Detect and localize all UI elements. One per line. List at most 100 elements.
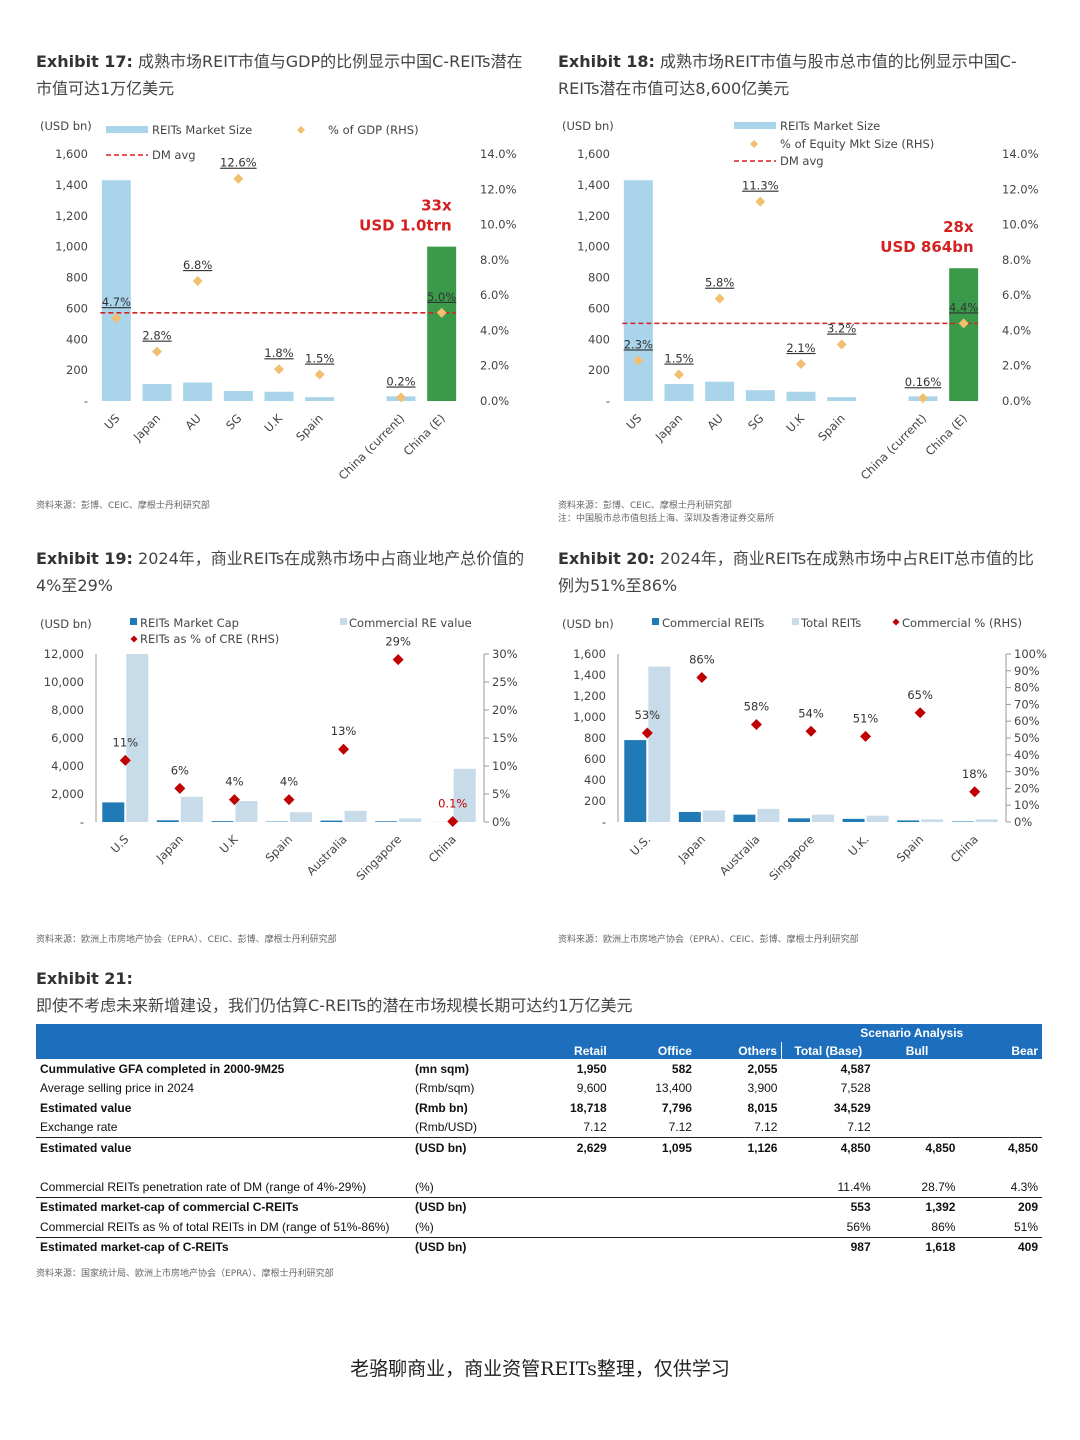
table-cell: Estimated value [40,1100,132,1115]
y-tick-label: 1,400 [577,178,610,192]
pct-data-label: 2.8% [142,329,171,343]
table-cell: 987 [781,1236,875,1257]
bar-series-1 [897,820,920,822]
pct-data-label: 12.6% [220,156,257,170]
table-row: Estimated value (Rmb bn) 18,718 7,796 8,015 3… [36,1098,1042,1118]
table-cell [523,1196,611,1217]
table-cell [695,1236,782,1257]
pct-marker [696,672,708,684]
exhibit-18-note: 注：中国股市总市值包括上海、深圳及香港证券交易所 [558,514,775,524]
x-tick-label: U.K [261,411,285,435]
table-cell: 1,618 [874,1236,960,1257]
y2-tick-label: 5% [492,787,510,801]
unit-label: (USD bn) [40,119,92,133]
exhibit-18-source: 资料来源：彭博、CEIC、摩根士丹利研究部 [558,501,732,511]
x-tick-label: Australia [304,832,350,878]
pct-data-label: 51% [853,711,879,725]
pct-data-label: 65% [907,688,933,702]
table-cell: 7,796 [661,1100,692,1115]
bar [264,391,294,401]
y-tick-label: 400 [588,332,610,346]
table-cell: 7.12 [754,1120,778,1135]
table-cell: 1,095 [610,1137,696,1158]
table-row: Exchange rate (Rmb/USD) 7.12 7.12 7.12 7.12 [36,1118,1042,1138]
y2-tick-label: 4.0% [480,323,509,337]
y-tick-label: 12,000 [44,647,84,661]
table-cell [611,1177,696,1197]
table-cell: Exchange rate [40,1120,118,1135]
y-tick-label: 400 [584,773,606,787]
legend-label: REITs Market Size [152,123,252,137]
table-cell: 86% [931,1219,956,1234]
table-row: Cummulative GFA completed in 2000-9M25 (m… [36,1059,1042,1079]
page-footer: 老骆聊商业，商业资管REITs整理，仅供学习 [350,1358,730,1380]
table-column-header: Total (Base) [780,1042,875,1059]
pct-marker [674,369,684,380]
y-tick-label: 1,400 [55,178,88,192]
pct-data-label: 11% [113,735,139,749]
table-cell: Estimated market-cap of C-REITs [36,1236,412,1257]
table-cell: 4,587 [840,1061,871,1076]
y2-tick-label: 40% [1014,748,1040,762]
y-tick-label: 2,000 [51,787,84,801]
y2-tick-label: 70% [1014,697,1040,711]
table-cell: 409 [959,1236,1042,1257]
table-column-header: Office [610,1042,696,1059]
y2-tick-label: 12.0% [1002,182,1039,196]
y2-tick-label: 0.0% [480,394,509,408]
table-cell: 8,015 [747,1100,778,1115]
table-cell: 1,126 [695,1137,782,1158]
table-cell [875,1079,960,1099]
exhibit-19-chart: (USD bn) REITs Market Cap Commercial RE va… [40,616,518,883]
y-tick-label: 1,000 [577,240,610,254]
x-tick-label: Spain [894,832,927,865]
table-cell [959,1079,1042,1099]
y-tick-label: 800 [584,731,606,745]
y2-tick-label: 0% [492,815,510,829]
y-tick-label: 200 [584,794,606,808]
table-cell: 209 [959,1196,1042,1217]
x-tick-label: China (current) [858,411,929,482]
y2-tick-label: 25% [492,675,518,689]
x-tick-label: US [101,411,122,432]
x-tick-label: Australia [717,832,763,878]
bar-series-1 [788,818,810,822]
exhibit-18-title: Exhibit 18: 成熟市场REIT市值与股市总市值的比例显示中国C-REI… [558,48,1018,102]
bar-series-2 [180,796,203,822]
legend-swatch-pct [892,618,900,626]
y-tick-label: 1,200 [55,209,88,223]
y-tick-label: 6,000 [51,731,84,745]
table-cell: Commercial REITs as % of total REITs in … [40,1219,390,1234]
y-tick-label: 1,600 [577,147,610,161]
table-cell: 56% [846,1219,871,1234]
bar-series-2 [648,666,671,822]
table-cell: 2,629 [523,1137,611,1158]
exhibit-17-chart: (USD bn) REITs Market Size % of GDP (RHS) D… [40,119,517,483]
exhibit-20-text: 2024年，商业REITs在成熟市场中占REIT总市值的比例为51%至86% [558,549,1034,595]
table-cell: Estimated value [36,1137,412,1158]
table-cell: 4,850 [874,1137,960,1158]
y-tick-label: 1,600 [573,647,606,661]
table-cell: 1,392 [874,1196,960,1217]
y2-tick-label: 12.0% [480,182,517,196]
table-column-header [411,1042,524,1059]
exhibit-19-title: Exhibit 19: 2024年，商业REITs在成熟市场中占商业地产总价值的… [36,545,526,599]
y-tick-label: 10,000 [44,675,84,689]
exhibit-20-source: 资料来源：欧洲上市房地产协会（EPRA）、CEIC、彭博、摩根士丹利研究部 [558,935,859,945]
x-tick-label: AU [182,411,203,432]
table-cell: Commercial REITs penetration rate of DM … [40,1179,367,1194]
table-row: Estimated value (USD bn) 2,629 1,095 1,126 4,… [36,1137,1042,1158]
table-cell: (mn sqm) [415,1061,470,1076]
bar-series-2 [812,814,834,822]
x-tick-label: Japan [153,832,186,865]
y-tick-label: 1,200 [577,209,610,223]
bar-series-1 [375,821,398,822]
x-tick-label: Spain [293,411,326,444]
x-tick-label: China (E) [401,411,448,458]
unit-label: (USD bn) [40,617,92,631]
bar [101,180,131,401]
pct-data-label: 0.16% [905,375,942,389]
table-cell: (Rmb bn) [415,1100,468,1115]
pct-marker [274,364,284,375]
x-tick-label: U.K [783,411,807,435]
